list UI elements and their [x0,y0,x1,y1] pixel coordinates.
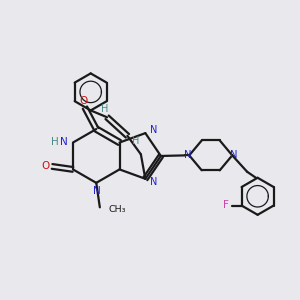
Text: N: N [150,177,158,188]
Text: CH₃: CH₃ [109,205,126,214]
Text: N: N [230,150,237,160]
Text: O: O [41,161,50,171]
Text: F: F [223,200,229,210]
Text: H: H [51,137,59,147]
Text: H: H [132,136,140,146]
Text: O: O [80,96,88,106]
Text: N: N [93,186,101,196]
Text: N: N [59,137,67,147]
Text: H: H [101,104,108,114]
Text: N: N [150,125,158,135]
Text: N: N [184,150,192,160]
